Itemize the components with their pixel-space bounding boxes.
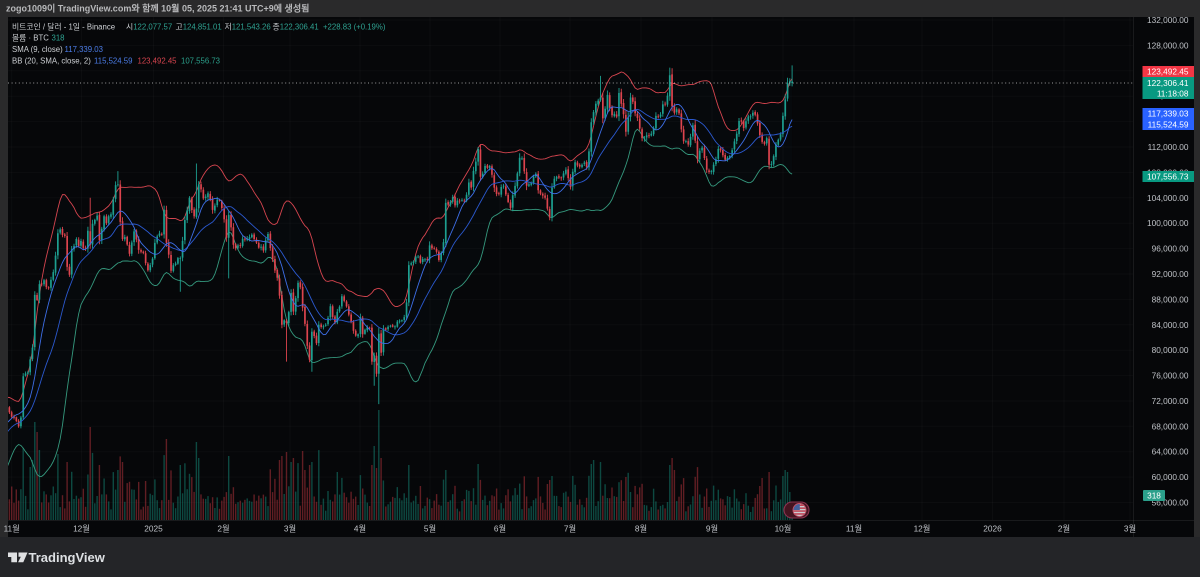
- svg-text:80,000.00: 80,000.00: [1152, 345, 1189, 355]
- svg-text:112,000.00: 112,000.00: [1148, 142, 1189, 152]
- svg-text:318: 318: [1147, 491, 1161, 501]
- svg-text:2025: 2025: [144, 524, 163, 534]
- svg-text:56,000.00: 56,000.00: [1152, 498, 1189, 508]
- svg-text:4월: 4월: [354, 524, 366, 534]
- svg-text:시122,077.57: 시122,077.57: [126, 23, 172, 32]
- svg-text:92,000.00: 92,000.00: [1152, 269, 1189, 279]
- svg-text:11월: 11월: [4, 524, 20, 534]
- svg-text:3월: 3월: [284, 524, 296, 534]
- svg-text:저121,543.26: 저121,543.26: [225, 23, 271, 32]
- svg-text:64,000.00: 64,000.00: [1152, 447, 1189, 457]
- svg-text:123,492.45: 123,492.45: [1147, 67, 1189, 77]
- svg-text:84,000.00: 84,000.00: [1152, 320, 1189, 330]
- svg-text:104,000.00: 104,000.00: [1147, 193, 1189, 203]
- svg-text:11월: 11월: [846, 524, 862, 534]
- svg-text:123,492.45: 123,492.45: [138, 57, 178, 66]
- svg-text:고124,851.01: 고124,851.01: [176, 23, 222, 32]
- svg-text:117,339.03: 117,339.03: [1148, 109, 1189, 119]
- svg-text:115,524.59: 115,524.59: [94, 57, 132, 66]
- svg-text:TradingView: TradingView: [29, 550, 106, 565]
- svg-text:zogo1009이 TradingView.com와 함께: zogo1009이 TradingView.com와 함께 10월 05, 20…: [6, 3, 309, 14]
- svg-text:SMA (9, close): SMA (9, close): [12, 45, 63, 54]
- svg-text:종122,306.41: 종122,306.41: [273, 23, 319, 32]
- svg-text:72,000.00: 72,000.00: [1152, 396, 1189, 406]
- svg-text:60,000.00: 60,000.00: [1152, 472, 1189, 482]
- svg-text:+228.83 (+0.19%): +228.83 (+0.19%): [323, 23, 386, 32]
- svg-text:2026: 2026: [983, 524, 1002, 534]
- svg-text:117,339.03: 117,339.03: [65, 45, 103, 54]
- svg-text:5월: 5월: [424, 524, 436, 534]
- svg-text:9월: 9월: [706, 524, 718, 534]
- svg-text:BB (20, SMA, close, 2): BB (20, SMA, close, 2): [12, 57, 91, 66]
- svg-text:6월: 6월: [494, 524, 506, 534]
- svg-text:7월: 7월: [564, 524, 576, 534]
- svg-text:12월: 12월: [73, 524, 90, 534]
- svg-text:318: 318: [52, 34, 65, 43]
- svg-text:10월: 10월: [775, 524, 792, 534]
- svg-text:100,000.00: 100,000.00: [1147, 218, 1189, 228]
- svg-text:76,000.00: 76,000.00: [1152, 371, 1189, 381]
- svg-text:115,524.59: 115,524.59: [1148, 120, 1189, 130]
- svg-text:107,556.73: 107,556.73: [181, 57, 220, 66]
- svg-text:12월: 12월: [914, 524, 931, 534]
- svg-text:96,000.00: 96,000.00: [1152, 244, 1189, 254]
- svg-text:132,000.00: 132,000.00: [1147, 15, 1189, 25]
- svg-text:3월: 3월: [1124, 524, 1136, 534]
- svg-text:11:18:08: 11:18:08: [1157, 89, 1189, 99]
- svg-text:128,000.00: 128,000.00: [1147, 40, 1189, 50]
- svg-text:88,000.00: 88,000.00: [1152, 294, 1189, 304]
- svg-text:107,556.73: 107,556.73: [1147, 172, 1189, 182]
- svg-text:2월: 2월: [1058, 524, 1070, 534]
- svg-text:8월: 8월: [635, 524, 647, 534]
- svg-text:2월: 2월: [217, 524, 229, 534]
- svg-text:122,306.41: 122,306.41: [1147, 78, 1189, 88]
- svg-text:볼륨 · BTC: 볼륨 · BTC: [12, 34, 49, 43]
- svg-text:68,000.00: 68,000.00: [1152, 421, 1189, 431]
- svg-text:비트코인 / 달러 - 1일 - Binance: 비트코인 / 달러 - 1일 - Binance: [12, 22, 115, 32]
